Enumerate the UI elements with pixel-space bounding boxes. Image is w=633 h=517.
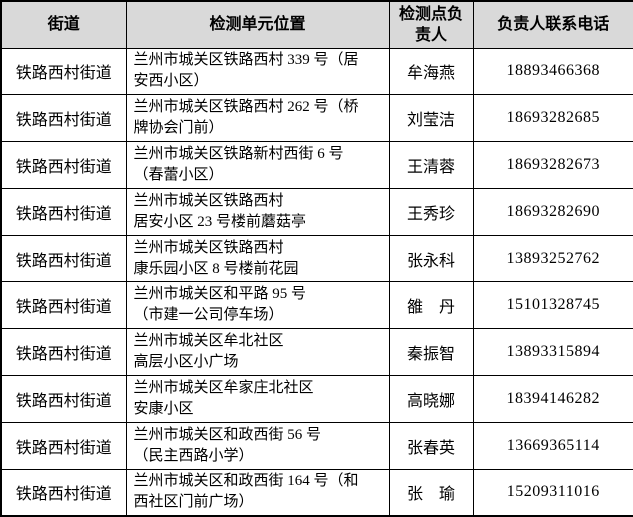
location-cell: 兰州市城关区铁路西村 339 号（居 安西小区）	[125, 47, 390, 96]
header-phone: 负责人联系电话	[472, 0, 633, 49]
location-cell: 兰州市城关区和政西街 164 号（和 西社区门前广场）	[125, 468, 390, 517]
location-cell: 兰州市城关区和平路 95 号 （市建一公司停车场）	[125, 281, 390, 330]
phone-cell: 18693282690	[472, 187, 633, 236]
table-row: 铁路西村街道 兰州市城关区牟北社区 高层小区小广场 秦振智 1389331589…	[0, 328, 633, 377]
table-body: 铁路西村街道 兰州市城关区铁路西村 339 号（居 安西小区） 牟海燕 1889…	[0, 47, 633, 517]
street-cell: 铁路西村街道	[0, 141, 127, 189]
phone-cell: 15209311016	[472, 468, 633, 517]
location-cell: 兰州市城关区铁路西村 康乐园小区 8 号楼前花园	[125, 234, 390, 283]
location-cell: 兰州市城关区铁路西村 居安小区 23 号楼前蘑菇亭	[125, 187, 390, 236]
table-row: 铁路西村街道 兰州市城关区和平路 95 号 （市建一公司停车场） 雒 丹 151…	[0, 281, 633, 330]
phone-cell: 13893252762	[472, 234, 633, 283]
location-cell: 兰州市城关区牟家庄北社区 安康小区	[125, 375, 390, 423]
location-cell: 兰州市城关区铁路西村 262 号（桥 牌协会门前）	[125, 94, 390, 143]
phone-cell: 15101328745	[472, 281, 633, 330]
header-row: 街道 检测单元位置 检测点负 责人 负责人联系电话	[0, 0, 633, 49]
phone-cell: 13893315894	[472, 328, 633, 377]
manager-cell: 雒 丹	[388, 281, 474, 330]
location-cell: 兰州市城关区牟北社区 高层小区小广场	[125, 328, 390, 377]
manager-cell: 牟海燕	[388, 47, 474, 96]
header-manager: 检测点负 责人	[388, 0, 474, 49]
street-cell: 铁路西村街道	[0, 375, 127, 423]
table-row: 铁路西村街道 兰州市城关区铁路西村 居安小区 23 号楼前蘑菇亭 王秀珍 186…	[0, 187, 633, 236]
street-cell: 铁路西村街道	[0, 187, 127, 236]
street-cell: 铁路西村街道	[0, 234, 127, 283]
phone-cell: 18693282685	[472, 94, 633, 143]
table-row: 铁路西村街道 兰州市城关区铁路西村 339 号（居 安西小区） 牟海燕 1889…	[0, 47, 633, 96]
street-cell: 铁路西村街道	[0, 421, 127, 470]
street-cell: 铁路西村街道	[0, 281, 127, 330]
location-cell: 兰州市城关区和政西街 56 号 （民主西路小学）	[125, 421, 390, 470]
header-street: 街道	[0, 0, 127, 49]
manager-cell: 张 瑜	[388, 468, 474, 517]
header-location: 检测单元位置	[125, 0, 390, 49]
phone-cell: 18693282673	[472, 141, 633, 189]
table-row: 铁路西村街道 兰州市城关区铁路西村 262 号（桥 牌协会门前） 刘莹洁 186…	[0, 94, 633, 143]
manager-cell: 刘莹洁	[388, 94, 474, 143]
table-row: 铁路西村街道 兰州市城关区和政西街 164 号（和 西社区门前广场） 张 瑜 1…	[0, 468, 633, 517]
street-cell: 铁路西村街道	[0, 328, 127, 377]
table-row: 铁路西村街道 兰州市城关区铁路新村西街 6 号 （春蕾小区） 王清蓉 18693…	[0, 141, 633, 189]
phone-cell: 18394146282	[472, 375, 633, 423]
table-header: 街道 检测单元位置 检测点负 责人 负责人联系电话	[0, 0, 633, 49]
location-cell: 兰州市城关区铁路新村西街 6 号 （春蕾小区）	[125, 141, 390, 189]
phone-cell: 18893466368	[472, 47, 633, 96]
manager-cell: 张春英	[388, 421, 474, 470]
table-row: 铁路西村街道 兰州市城关区牟家庄北社区 安康小区 高晓娜 18394146282	[0, 375, 633, 423]
manager-cell: 张永科	[388, 234, 474, 283]
manager-cell: 王秀珍	[388, 187, 474, 236]
table-row: 铁路西村街道 兰州市城关区和政西街 56 号 （民主西路小学） 张春英 1366…	[0, 421, 633, 470]
manager-cell: 王清蓉	[388, 141, 474, 189]
street-cell: 铁路西村街道	[0, 47, 127, 96]
table-row: 铁路西村街道 兰州市城关区铁路西村 康乐园小区 8 号楼前花园 张永科 1389…	[0, 234, 633, 283]
manager-cell: 秦振智	[388, 328, 474, 377]
street-cell: 铁路西村街道	[0, 94, 127, 143]
manager-cell: 高晓娜	[388, 375, 474, 423]
phone-cell: 13669365114	[472, 421, 633, 470]
street-cell: 铁路西村街道	[0, 468, 127, 517]
